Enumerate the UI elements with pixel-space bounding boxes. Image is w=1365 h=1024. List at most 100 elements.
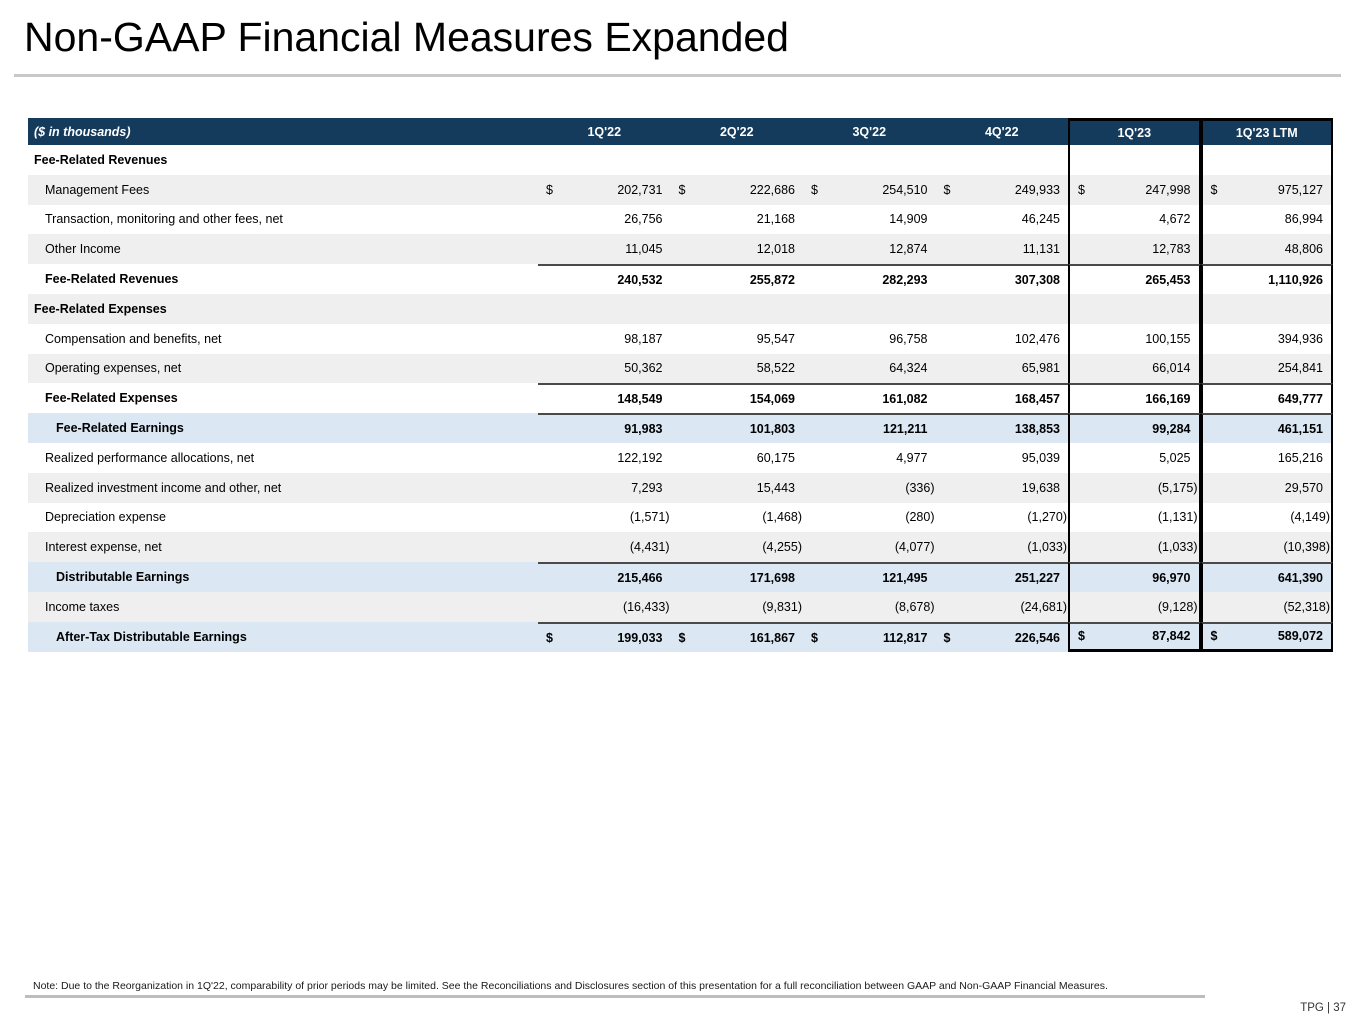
value-cell: (52,318) [1200,591,1333,622]
value: 96,970 [1152,571,1191,586]
value: 975,127 [1277,182,1323,197]
value-cell [538,145,671,175]
value: 138,853 [1014,422,1060,437]
row-label: Other Income [45,242,121,257]
value: 394,936 [1277,331,1323,346]
value: 11,131 [1022,242,1060,257]
row-label: Operating expenses, net [45,361,182,376]
value-cell: 11,131 [936,234,1069,264]
value: 100,155 [1145,331,1191,346]
row-label: After-Tax Distributable Earnings [56,629,247,644]
value-cell: 102,476 [936,324,1069,354]
value-cell: 66,014 [1068,353,1201,384]
value-cell: 148,549 [538,383,671,413]
value-cell: (4,077) [803,532,936,562]
column-header: 1Q'23 LTM [1200,118,1333,145]
value-cell: 282,293 [803,264,936,294]
value-cell: (9,831) [671,592,804,622]
value: 247,998 [1145,182,1191,197]
value-cell: (5,175) [1068,472,1201,503]
value-cell: $589,072 [1200,621,1333,652]
value: 121,495 [882,571,928,586]
column-header: 3Q'22 [852,124,887,139]
value: 12,018 [756,242,795,257]
value: 95,547 [756,331,795,346]
table-row: Interest expense, net (4,431) (4,255) (4,07… [28,532,1333,563]
value-cell: $161,867 [670,621,803,652]
value-cell: 138,853 [935,413,1068,443]
column-header: 2Q'22 [719,124,754,139]
value: 199,033 [617,630,663,645]
value-cell: 99,284 [1068,413,1201,443]
value: 226,546 [1014,630,1060,645]
value: 26,756 [624,212,663,227]
value-cell: 166,169 [1068,383,1201,414]
value-cell: $222,686 [671,175,804,205]
value-cell: (1,270) [936,503,1069,533]
financial-table-body: Fee-Related Revenues Management Fees $202,… [28,145,1333,652]
value: (4,077) [894,540,935,555]
value: 222,686 [749,182,795,197]
value: 50,362 [624,361,663,376]
value-cell: 91,983 [538,413,671,443]
value: 649,777 [1277,392,1323,407]
table-row: Fee-Related Revenues 240,532 255,872 282,29… [28,264,1333,294]
column-header: 4Q'22 [984,124,1019,139]
footnote: Note: Due to the Reorganization in 1Q'22… [33,980,1108,992]
value-cell [936,294,1069,324]
row-label: Distributable Earnings [56,570,190,585]
dollar-sign: $ [943,182,951,197]
value-cell: 649,777 [1200,383,1333,414]
row-label: Income taxes [45,599,120,614]
value: (4,255) [762,540,802,555]
value: 251,227 [1014,571,1060,586]
value-cell: (24,681) [936,592,1069,622]
row-label: Management Fees [45,182,150,197]
value-cell: (1,131) [1068,502,1201,533]
value: 95,039 [1021,450,1060,465]
value: 202,731 [617,182,663,197]
value-cell: $247,998 [1068,174,1201,205]
value-cell [671,145,804,175]
value-cell: 101,803 [670,413,803,443]
value: (280) [905,510,935,525]
value-cell: 215,466 [538,562,671,592]
dollar-sign: $ [943,630,951,645]
value: (336) [905,480,935,495]
value-cell: 154,069 [670,383,803,413]
value: 249,933 [1014,182,1060,197]
column-header: 1Q'22 [587,124,622,139]
value: (9,128) [1157,599,1198,614]
row-label: Realized investment income and other, ne… [45,480,282,495]
page-title: Non-GAAP Financial Measures Expanded [24,14,789,60]
value: (24,681) [1020,599,1067,614]
value-cell: $254,510 [803,175,936,205]
value: (52,318) [1283,599,1330,614]
value-cell: 58,522 [671,354,804,384]
value-cell: $112,817 [803,621,936,652]
table-row: Fee-Related Expenses [28,293,1333,324]
value: 461,151 [1277,422,1323,437]
table-row: Realized investment income and other, ne… [28,472,1333,503]
value: (16,433) [622,599,670,614]
value: 60,175 [756,450,795,465]
value: (1,571) [629,510,670,525]
row-label: Interest expense, net [45,540,162,555]
dollar-sign: $ [546,630,553,645]
value: 101,803 [749,422,795,437]
value-cell: 48,806 [1200,234,1333,265]
value: 15,443 [756,480,795,495]
units-label: ($ in thousands) [34,124,131,139]
value: 112,817 [883,630,928,645]
value: 21,168 [756,212,795,227]
value: (4,149) [1290,510,1330,525]
value-cell: (1,033) [936,532,1069,562]
value-cell: 29,570 [1200,472,1333,503]
row-label: Fee-Related Expenses [34,301,167,316]
value-cell: $202,731 [538,175,671,205]
value-cell: 96,970 [1068,562,1201,592]
dollar-sign: $ [1210,629,1218,644]
title-divider [14,74,1341,77]
value-cell: 95,039 [936,443,1069,473]
